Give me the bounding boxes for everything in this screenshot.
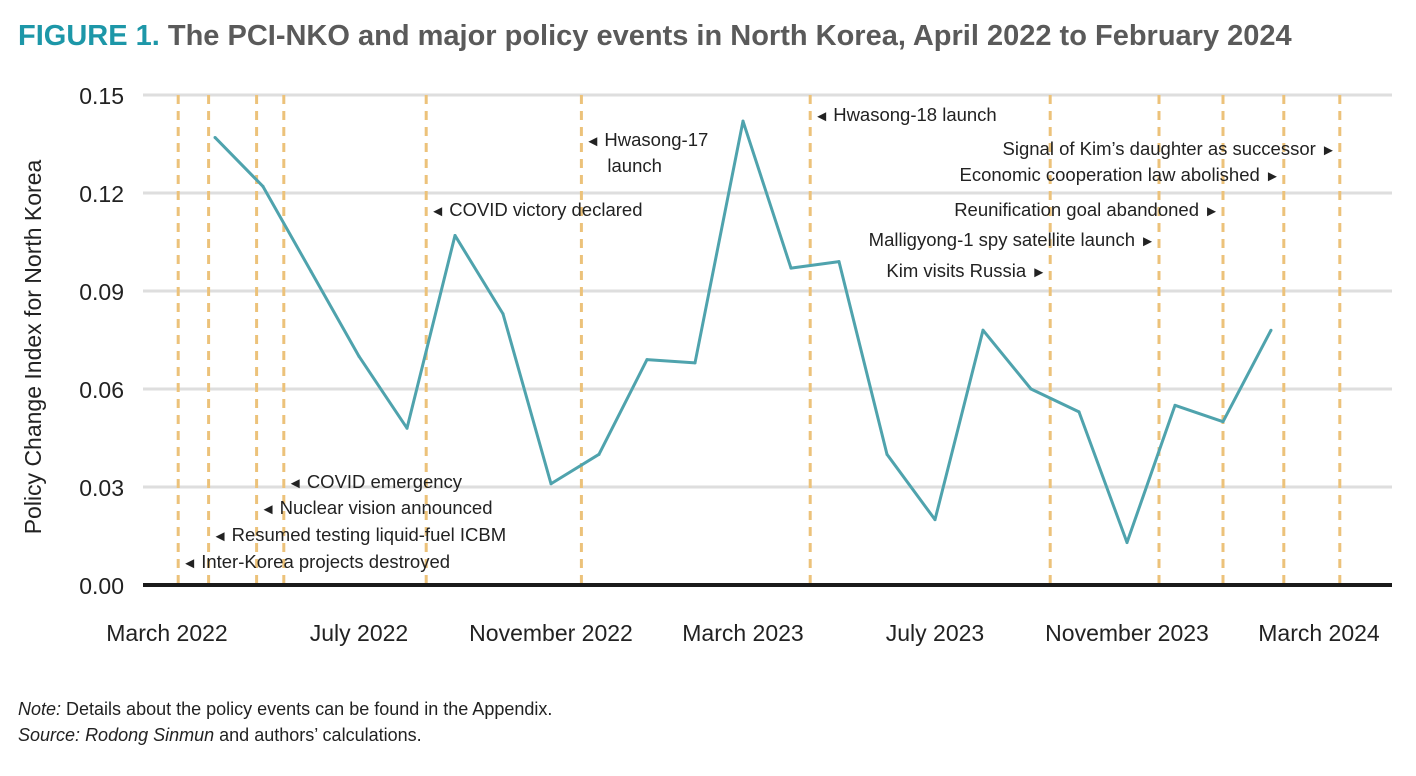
figure-title-text: The PCI-NKO and major policy events in N…: [167, 20, 1292, 52]
note-label: Note:: [18, 699, 62, 719]
event-label: Signal of Kim’s daughter as successor ►: [1003, 138, 1336, 159]
x-tick-label: March 2024: [1258, 620, 1380, 646]
data-point: [837, 260, 841, 264]
data-point: [1173, 403, 1177, 407]
x-tick-label: November 2022: [469, 620, 633, 646]
y-tick-label: 0.12: [79, 181, 124, 207]
line-chart: 0.00 0.03 0.06 0.09 0.12 0.15 Policy Change In…: [20, 83, 1392, 646]
source-publication: Rodong Sinmun: [85, 725, 215, 745]
event-label: Malligyong-1 spy satellite launch ►: [869, 229, 1155, 250]
data-point: [453, 233, 457, 237]
data-point: [309, 269, 313, 273]
event-label: Economic cooperation law abolished ►: [960, 164, 1280, 185]
data-point: [261, 184, 265, 188]
figure-title: FIGURE 1. The PCI-NKO and major policy e…: [18, 20, 1292, 53]
source-line: Source: Rodong Sinmun and authors’ calcu…: [18, 722, 552, 748]
data-point: [789, 266, 793, 270]
data-point: [405, 426, 409, 430]
event-label: Kim visits Russia ►: [886, 260, 1046, 281]
note-line: Note: Details about the policy events ca…: [18, 696, 552, 722]
y-tick-label: 0.09: [79, 279, 124, 305]
y-tick-label: 0.15: [79, 83, 124, 109]
event-label: ◄ Hwasong-18 launch: [814, 104, 997, 125]
event-label: ◄ Inter-Korea projects destroyed: [182, 551, 450, 572]
data-point: [501, 312, 505, 316]
data-point: [213, 135, 217, 139]
y-axis-label: Policy Change Index for North Korea: [20, 159, 46, 534]
data-point: [741, 119, 745, 123]
event-label: ◄ COVID emergency: [288, 471, 463, 492]
event-label: ◄ Nuclear vision announced: [261, 497, 493, 518]
data-point: [1077, 410, 1081, 414]
x-tick-label: July 2022: [310, 620, 408, 646]
data-point: [1221, 420, 1225, 424]
y-tick-label: 0.03: [79, 475, 124, 501]
source-label: Source:: [18, 725, 81, 745]
data-point: [1269, 328, 1273, 332]
event-label: ◄ COVID victory declared: [430, 199, 642, 220]
event-label: Reunification goal abandoned ►: [954, 199, 1219, 220]
figure-notes: Note: Details about the policy events ca…: [18, 696, 552, 748]
data-point: [1125, 541, 1129, 545]
figure-label: FIGURE 1.: [18, 20, 160, 52]
note-text: Details about the policy events can be f…: [61, 699, 553, 719]
x-tick-label: March 2022: [106, 620, 227, 646]
x-tick-label: July 2023: [886, 620, 984, 646]
y-tick-label: 0.06: [79, 377, 124, 403]
data-point: [597, 452, 601, 456]
data-point: [933, 518, 937, 522]
data-point: [693, 361, 697, 365]
x-tick-label: March 2023: [682, 620, 803, 646]
data-point: [885, 452, 889, 456]
data-point: [357, 354, 361, 358]
data-point: [645, 358, 649, 362]
event-label: ◄ Resumed testing liquid-fuel ICBM: [213, 524, 507, 545]
event-label: ◄ Hwasong-17 launch: [585, 129, 708, 176]
data-point: [1029, 387, 1033, 391]
y-tick-label: 0.00: [79, 573, 124, 599]
source-text: and authors’ calculations.: [214, 725, 422, 745]
data-point: [549, 482, 553, 486]
x-tick-label: November 2023: [1045, 620, 1209, 646]
data-point: [981, 328, 985, 332]
